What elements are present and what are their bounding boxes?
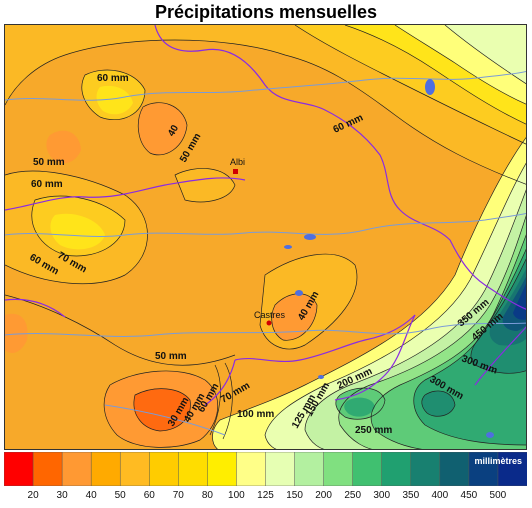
contour-label: 40 — [166, 123, 181, 139]
precip-zone-350 — [421, 390, 455, 417]
legend-swatch — [265, 451, 296, 487]
lakes — [284, 79, 494, 438]
department-boundaries — [5, 25, 526, 406]
legend-swatch — [410, 451, 441, 487]
legend-swatch — [119, 451, 151, 487]
legend-tick-label: 40 — [85, 490, 97, 501]
city-castres[interactable]: Castres — [254, 310, 286, 326]
contour-label: 250 mm — [355, 425, 392, 436]
legend-unit-label: millimètres — [474, 456, 522, 466]
precip-zone-80 — [50, 213, 105, 250]
city-castres-label: Castres — [254, 310, 286, 320]
legend-tick-label: 300 — [373, 490, 391, 501]
legend-color-bar — [3, 451, 528, 487]
legend-tick-label: 125 — [257, 490, 274, 501]
precip-zone-30 — [133, 388, 191, 431]
precip-zone-40 — [138, 102, 187, 155]
legend-tick-label: 400 — [431, 490, 449, 501]
contour-label: 60 mm — [97, 73, 129, 84]
legend-tick-label: 100 — [228, 490, 245, 501]
map-title: Précipitations mensuelles — [154, 2, 378, 22]
legend-swatch — [439, 451, 470, 487]
legend-tick-label: 150 — [286, 490, 303, 501]
legend-swatch — [381, 451, 412, 487]
contour-lines — [5, 25, 526, 449]
city-albi-marker — [233, 169, 238, 174]
precip-zone-60 — [175, 168, 235, 202]
legend-tick-label: 250 — [344, 490, 362, 501]
precip-zone-40 — [271, 293, 317, 341]
legend-tick-label: 200 — [315, 490, 332, 501]
legend-tick-label: 30 — [56, 490, 68, 501]
legend-swatch — [61, 451, 92, 487]
precip-zone-125 — [445, 25, 526, 84]
precip-zone-80 — [96, 85, 133, 115]
contour-label: 50 mm — [155, 351, 187, 362]
legend-tick-label: 80 — [201, 490, 213, 501]
city-albi[interactable]: Albi — [230, 157, 245, 174]
legend-swatch — [3, 451, 34, 487]
city-castres-marker — [266, 320, 272, 326]
legend-tick-label: 500 — [489, 490, 507, 501]
legend-tick-label: 60 — [143, 490, 155, 501]
legend-swatch — [207, 451, 238, 487]
legend-swatch — [90, 451, 121, 487]
legend-swatch — [236, 451, 267, 487]
precip-zone-40 — [5, 313, 28, 353]
contour-label: 50 mm — [33, 157, 65, 168]
legend-swatch — [294, 451, 325, 487]
legend-swatch — [32, 451, 63, 487]
precipitation-map[interactable]: Albi Castres 60 mm 40 50 mm 60 mm 50 mm … — [4, 24, 527, 450]
precip-zone-300 — [344, 397, 375, 417]
contour-label: 60 mm — [31, 179, 63, 190]
rivers — [5, 70, 526, 436]
city-albi-label: Albi — [230, 157, 245, 167]
legend-swatch — [149, 451, 180, 487]
legend-swatch — [323, 451, 354, 487]
legend-tick-label: 450 — [460, 490, 478, 501]
legend-tick-label: 70 — [172, 490, 184, 501]
legend-swatch — [178, 451, 209, 487]
legend-ticks: 20 30 40 50 60 70 80 100 125 150 200 250 300 350 400 45… — [4, 490, 527, 504]
legend-tick-label: 50 — [114, 490, 126, 501]
legend-tick-label: 350 — [402, 490, 420, 501]
precip-zone-40 — [46, 130, 81, 164]
precip-zone-500 — [513, 283, 526, 320]
legend-swatch — [352, 451, 383, 487]
legend-tick-label: 20 — [27, 490, 39, 501]
contour-label: 100 mm — [237, 409, 274, 420]
